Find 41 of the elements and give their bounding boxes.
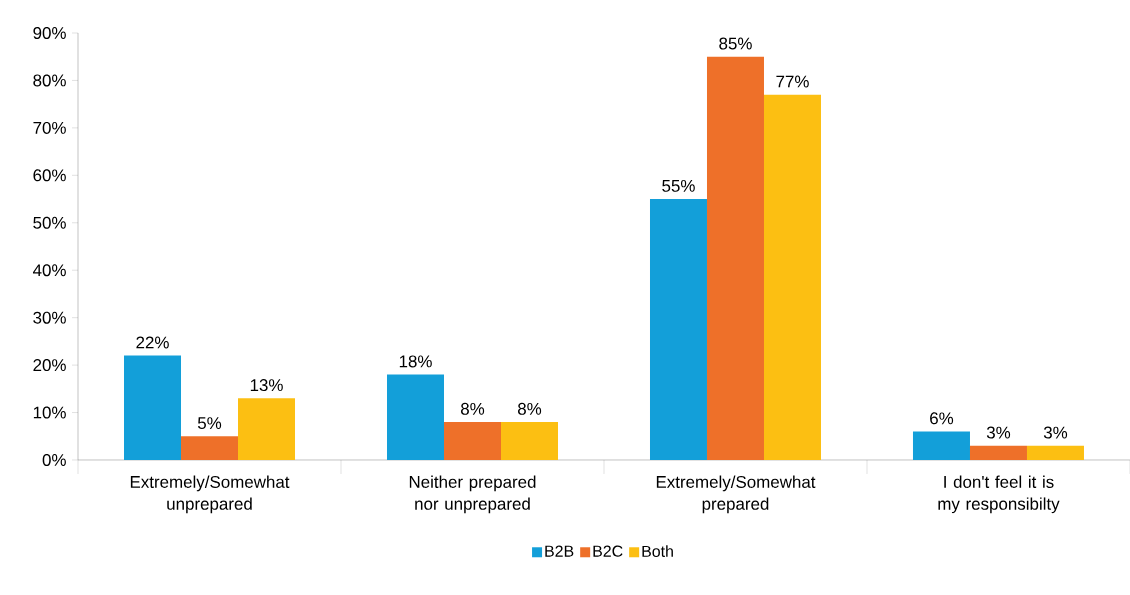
data-label: 5% bbox=[197, 417, 222, 430]
bar bbox=[1026, 445, 1084, 460]
data-label: 77% bbox=[776, 75, 809, 88]
x-tick-label: Extremely/Somewhat prepared bbox=[656, 475, 816, 514]
bar bbox=[444, 422, 501, 460]
data-label: 8% bbox=[460, 402, 485, 415]
bar bbox=[238, 398, 296, 460]
bar bbox=[501, 422, 558, 460]
y-tick-label: 10% bbox=[33, 406, 66, 419]
legend-label: B2C bbox=[593, 545, 623, 557]
data-label: 3% bbox=[1043, 426, 1068, 439]
bar bbox=[181, 436, 239, 460]
data-label: 85% bbox=[719, 37, 752, 50]
data-label: 6% bbox=[930, 412, 954, 425]
y-tick-label: 20% bbox=[33, 359, 66, 372]
bar bbox=[912, 431, 970, 460]
bar bbox=[763, 94, 821, 460]
bar bbox=[969, 445, 1027, 460]
y-tick-label: 30% bbox=[33, 311, 66, 324]
bar bbox=[706, 56, 764, 460]
y-tick-label: 40% bbox=[32, 264, 66, 277]
legend-label: Both bbox=[642, 545, 673, 558]
bar bbox=[649, 199, 707, 460]
bar bbox=[124, 355, 181, 460]
y-tick-label: 70% bbox=[33, 121, 66, 134]
x-tick-label: Extremely/Somewhat unprepared bbox=[130, 475, 290, 514]
y-tick-label: 0% bbox=[42, 453, 66, 466]
data-label: 8% bbox=[517, 402, 542, 415]
data-label: 55% bbox=[662, 179, 695, 192]
data-label: 18% bbox=[399, 355, 432, 368]
y-tick-label: 80% bbox=[33, 74, 66, 87]
y-tick-label: 50% bbox=[33, 216, 66, 229]
data-label: 13% bbox=[250, 379, 283, 392]
legend-label: B2B bbox=[545, 545, 574, 557]
x-tick-label: I don't feel it is my responsibilty bbox=[938, 475, 1060, 514]
y-tick-label: 90% bbox=[33, 27, 66, 39]
bar bbox=[387, 374, 444, 460]
data-label: 22% bbox=[136, 336, 169, 349]
x-tick-label: Neither prepared nor unprepared bbox=[409, 475, 536, 514]
data-label: 3% bbox=[986, 426, 1011, 439]
y-tick-label: 60% bbox=[33, 169, 66, 182]
